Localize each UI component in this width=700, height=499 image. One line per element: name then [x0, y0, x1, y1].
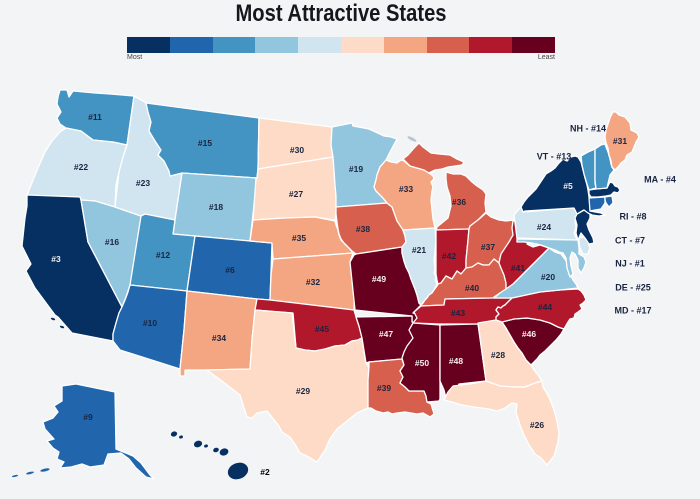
- svg-text:#43: #43: [451, 308, 465, 318]
- svg-text:#9: #9: [83, 412, 93, 422]
- svg-text:#42: #42: [442, 251, 456, 261]
- svg-text:#24: #24: [537, 222, 551, 232]
- svg-text:#30: #30: [290, 145, 304, 155]
- svg-text:CT - #7: CT - #7: [615, 236, 645, 246]
- svg-text:#37: #37: [481, 242, 495, 252]
- svg-text:#21: #21: [412, 245, 426, 255]
- svg-text:#40: #40: [465, 283, 479, 293]
- svg-text:NH - #14: NH - #14: [570, 124, 606, 134]
- svg-text:#2: #2: [260, 467, 270, 477]
- svg-text:#11: #11: [88, 112, 102, 122]
- svg-text:#35: #35: [292, 233, 306, 243]
- svg-text:#10: #10: [143, 318, 157, 328]
- svg-text:#26: #26: [530, 420, 544, 430]
- svg-text:#15: #15: [198, 138, 212, 148]
- svg-text:#44: #44: [538, 302, 552, 312]
- svg-text:#6: #6: [225, 265, 235, 275]
- svg-text:#34: #34: [212, 333, 226, 343]
- svg-text:#22: #22: [74, 162, 88, 172]
- svg-text:#46: #46: [522, 329, 536, 339]
- svg-text:#31: #31: [613, 136, 627, 146]
- svg-text:#20: #20: [541, 272, 555, 282]
- svg-text:#19: #19: [349, 164, 363, 174]
- svg-text:#23: #23: [136, 178, 150, 188]
- svg-text:#16: #16: [105, 237, 119, 247]
- svg-text:#41: #41: [511, 263, 525, 273]
- svg-text:#18: #18: [209, 202, 223, 212]
- svg-text:#39: #39: [377, 383, 391, 393]
- svg-text:#28: #28: [491, 350, 505, 360]
- svg-text:#36: #36: [452, 197, 466, 207]
- svg-text:MD - #17: MD - #17: [614, 306, 651, 316]
- svg-text:#48: #48: [449, 356, 463, 366]
- svg-text:#27: #27: [289, 189, 303, 199]
- svg-text:#32: #32: [306, 277, 320, 287]
- svg-text:#45: #45: [315, 324, 329, 334]
- svg-text:#47: #47: [379, 329, 393, 339]
- svg-text:#38: #38: [356, 224, 370, 234]
- svg-text:RI - #8: RI - #8: [619, 212, 646, 222]
- svg-text:VT - #13: VT - #13: [537, 152, 572, 162]
- svg-text:#33: #33: [399, 184, 413, 194]
- svg-text:#3: #3: [51, 254, 61, 264]
- svg-text:#50: #50: [415, 358, 429, 368]
- svg-text:#12: #12: [156, 250, 170, 260]
- svg-text:#49: #49: [372, 274, 386, 284]
- svg-text:NJ - #1: NJ - #1: [615, 259, 645, 269]
- svg-text:MA - #4: MA - #4: [644, 175, 676, 185]
- svg-text:#29: #29: [296, 386, 310, 396]
- svg-text:DE - #25: DE - #25: [615, 283, 651, 293]
- svg-text:#5: #5: [563, 181, 573, 191]
